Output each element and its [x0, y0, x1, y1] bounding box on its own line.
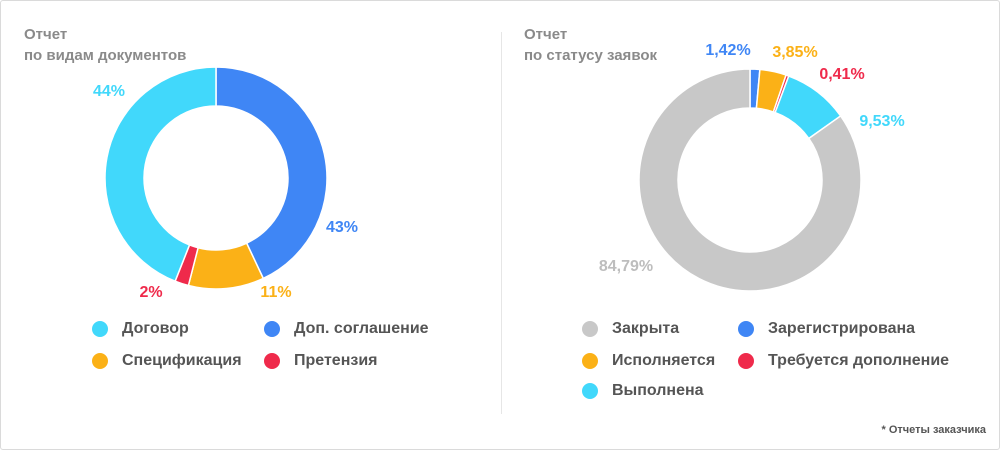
legend-label: Исполняется	[612, 352, 716, 369]
legend1-item-1: Договор	[92, 318, 189, 340]
legend-dot	[92, 353, 108, 369]
legend-label: Выполнена	[612, 382, 704, 399]
legend2-item-4: Требуется дополнение	[738, 350, 949, 372]
data-label-2-2: 3,85%	[772, 44, 817, 61]
legend-label: Доп. соглашение	[294, 320, 429, 337]
data-label-1-3: 2%	[139, 284, 162, 301]
data-label-2-3: 0,41%	[819, 66, 864, 83]
legend-label: Претензия	[294, 352, 378, 369]
legend-label: Зарегистрирована	[768, 320, 916, 337]
chart2-title-line1: Отчет	[524, 26, 568, 43]
legend-dot	[582, 353, 598, 369]
legend2-item-2: Зарегистрирована	[738, 318, 915, 340]
data-label-1-2: 11%	[260, 284, 291, 301]
donut-slice-1-4	[104, 66, 217, 283]
legend-dot	[582, 321, 598, 337]
footnote: * Отчеты заказчика	[881, 424, 987, 436]
legend-label: Договор	[122, 320, 189, 337]
legend-label: Спецификация	[122, 352, 242, 369]
legend-label: Требуется дополнение	[768, 352, 950, 369]
legend-label: Закрыта	[612, 320, 680, 337]
panel-divider	[501, 32, 502, 414]
chart1-title-line1: Отчет	[24, 26, 68, 43]
donut-slice-1-1	[215, 66, 328, 280]
chart2-title: Отчет по статусу заявок	[524, 24, 657, 66]
chart2-title-line2: по статусу заявок	[524, 47, 658, 64]
data-label-2-5: 84,79%	[599, 258, 653, 275]
legend-dot	[738, 321, 754, 337]
legend2-item-1: Закрыта	[582, 318, 679, 340]
data-label-1-1: 43%	[326, 219, 358, 236]
legend1-item-2: Доп. соглашение	[264, 318, 429, 340]
data-label-1-4: 44%	[93, 83, 125, 100]
legend-dot	[738, 353, 754, 369]
chart1-title: Отчет по видам документов	[24, 24, 186, 66]
legend2-item-3: Исполняется	[582, 350, 715, 372]
data-label-2-1: 1,42%	[705, 42, 750, 59]
chart1-title-line2: по видам документов	[24, 47, 187, 64]
legend-dot	[264, 321, 280, 337]
legend-dot	[92, 321, 108, 337]
data-label-2-4: 9,53%	[859, 113, 904, 130]
legend-dot	[264, 353, 280, 369]
donut-slice-2-5	[638, 68, 862, 292]
legend2-item-5: Выполнена	[582, 380, 704, 402]
legend-dot	[582, 383, 598, 399]
legend1-item-4: Претензия	[264, 350, 377, 372]
legend1-item-3: Спецификация	[92, 350, 242, 372]
